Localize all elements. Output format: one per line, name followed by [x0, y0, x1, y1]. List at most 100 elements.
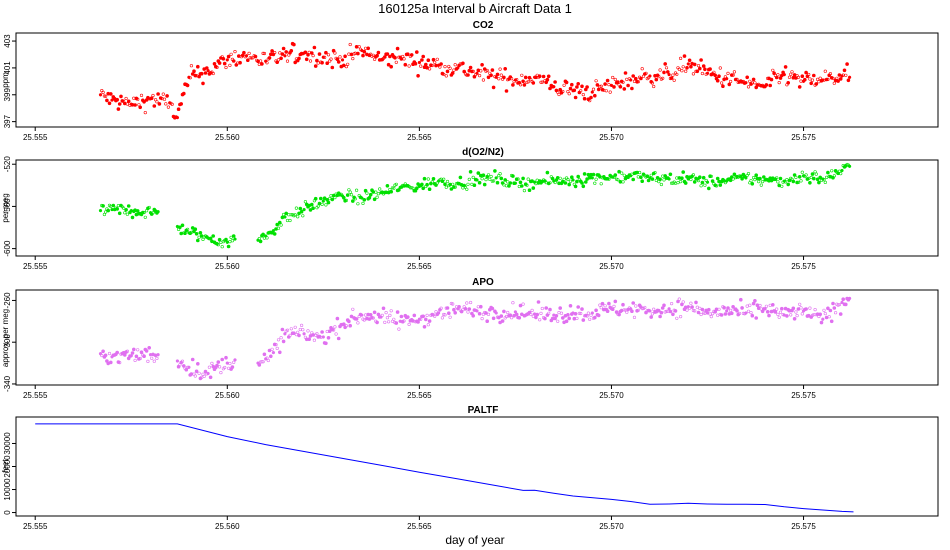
- data-point: [722, 305, 726, 310]
- data-point: [843, 302, 848, 307]
- data-point: [631, 74, 636, 78]
- data-point: [147, 205, 151, 210]
- data-point: [375, 320, 379, 325]
- data-point: [544, 306, 549, 310]
- data-point: [423, 62, 428, 67]
- data-point: [777, 315, 781, 319]
- data-point: [279, 56, 283, 61]
- data-point: [261, 232, 265, 237]
- data-point: [202, 374, 206, 379]
- data-point: [442, 177, 446, 181]
- data-point: [480, 177, 484, 181]
- data-point: [557, 92, 561, 97]
- data-point: [468, 170, 473, 174]
- data-point: [281, 46, 286, 51]
- data-point: [421, 186, 426, 191]
- data-point: [201, 81, 205, 86]
- data-point: [139, 350, 144, 355]
- data-point: [644, 71, 648, 75]
- data-point: [612, 304, 616, 309]
- data-point: [356, 321, 360, 325]
- data-point: [594, 79, 598, 83]
- data-point: [155, 100, 159, 104]
- data-point: [402, 57, 406, 61]
- data-point: [107, 351, 112, 356]
- data-point: [732, 172, 737, 177]
- data-point: [769, 77, 774, 82]
- data-point: [824, 175, 829, 179]
- data-point: [745, 75, 750, 80]
- data-point: [178, 225, 182, 230]
- data-point: [341, 63, 346, 68]
- data-point: [466, 182, 470, 186]
- data-point: [98, 93, 103, 97]
- data-point: [700, 71, 705, 76]
- data-point: [271, 350, 276, 355]
- data-point: [847, 164, 852, 168]
- data-point: [818, 76, 822, 80]
- data-point: [362, 49, 367, 54]
- data-point: [725, 309, 729, 313]
- data-point: [613, 299, 618, 304]
- data-point: [333, 51, 337, 55]
- data-point: [170, 102, 174, 106]
- data-point: [603, 82, 607, 86]
- data-point: [705, 311, 710, 315]
- data-point: [579, 311, 583, 316]
- data-point: [420, 58, 424, 62]
- data-point: [643, 305, 647, 310]
- data-point: [510, 316, 514, 320]
- data-point: [416, 74, 420, 78]
- data-point: [786, 81, 791, 85]
- data-point: [700, 307, 705, 312]
- plot-frame-o2n2: [15, 159, 939, 257]
- data-point: [231, 59, 236, 63]
- data-point: [292, 331, 296, 336]
- data-point: [837, 303, 842, 307]
- data-point: [388, 313, 392, 318]
- data-point: [596, 313, 601, 318]
- data-point: [182, 91, 186, 96]
- data-point: [556, 319, 560, 323]
- data-point: [431, 177, 436, 181]
- data-point: [562, 177, 566, 181]
- data-point: [106, 208, 110, 213]
- data-point: [190, 72, 195, 76]
- data-point: [753, 81, 757, 85]
- data-point: [804, 307, 808, 311]
- data-point: [265, 356, 269, 360]
- data-point: [477, 180, 482, 185]
- data-point: [575, 85, 579, 89]
- data-point: [808, 306, 812, 310]
- data-point: [322, 196, 327, 200]
- data-point: [502, 309, 506, 314]
- series-co2: [98, 41, 852, 120]
- data-point: [147, 345, 151, 350]
- data-point: [655, 176, 660, 180]
- data-point: [626, 83, 630, 88]
- data-point: [518, 180, 523, 185]
- data-point: [567, 316, 572, 321]
- x-tick-label: 25.565: [407, 262, 432, 271]
- data-point: [309, 202, 314, 207]
- data-point: [726, 306, 730, 310]
- data-point: [740, 306, 744, 310]
- data-point: [592, 93, 597, 98]
- data-point: [493, 169, 497, 173]
- data-point: [150, 356, 154, 360]
- data-point: [783, 65, 788, 69]
- data-point: [123, 101, 127, 106]
- data-point: [491, 85, 496, 90]
- data-point: [100, 353, 104, 358]
- data-point: [207, 365, 211, 369]
- data-point: [250, 56, 254, 60]
- data-point: [105, 98, 109, 103]
- data-point: [288, 333, 292, 338]
- data-point: [201, 237, 205, 241]
- data-point: [540, 80, 544, 84]
- data-point: [567, 92, 571, 96]
- data-point: [232, 360, 236, 365]
- data-point: [180, 359, 185, 363]
- data-point: [109, 360, 113, 365]
- data-point: [677, 297, 681, 301]
